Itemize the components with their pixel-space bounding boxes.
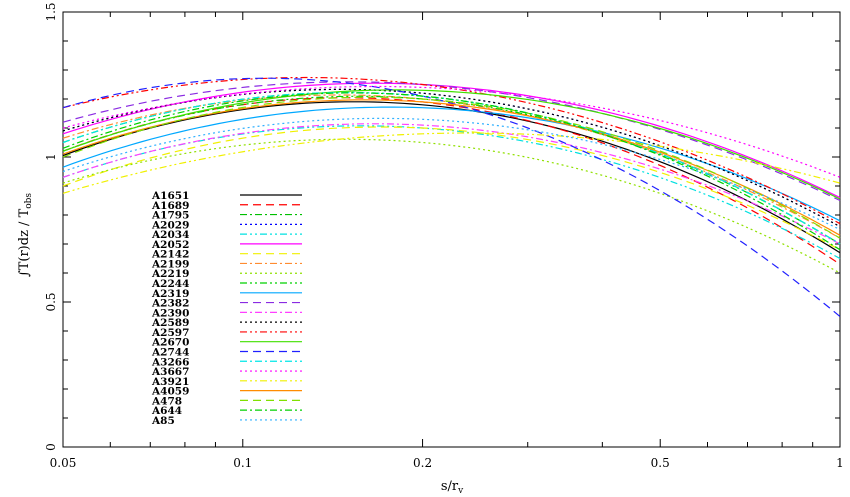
legend-label: A2597 bbox=[151, 327, 189, 339]
x-axis-label: s/rv bbox=[441, 479, 464, 496]
axis-ticks: 0 0.5 1 1.5 0.05 0.1 0.2 0.5 1 bbox=[44, 2, 844, 470]
series-line-a2142 bbox=[62, 126, 841, 251]
legend-label: A1651 bbox=[151, 190, 189, 202]
series-line-a2034 bbox=[62, 125, 841, 260]
x-axis-label-sub: v bbox=[457, 486, 464, 496]
series-line-a2382 bbox=[62, 81, 841, 202]
series-lines bbox=[62, 76, 841, 317]
series-line-a3667 bbox=[62, 85, 841, 178]
series-line-a2390 bbox=[62, 123, 841, 245]
legend-label: A3266 bbox=[151, 356, 189, 368]
legend-label: A3667 bbox=[151, 366, 189, 378]
legend-label: A1689 bbox=[151, 200, 189, 212]
y-tick-label: 1 bbox=[44, 153, 58, 161]
series-line-a478 bbox=[62, 96, 841, 239]
legend-label: A3921 bbox=[151, 376, 189, 388]
y-tick-label: 0 bbox=[44, 443, 58, 451]
legend-label: A85 bbox=[151, 415, 175, 427]
y-tick-label: 1.5 bbox=[44, 2, 58, 21]
x-tick-label: 1 bbox=[836, 456, 844, 470]
x-tick-label: 0.2 bbox=[413, 456, 432, 470]
series-line-a2744 bbox=[62, 77, 841, 317]
legend-label: A644 bbox=[151, 405, 182, 417]
legend-label: A478 bbox=[151, 395, 182, 407]
legend-label: A2589 bbox=[151, 317, 189, 329]
series-line-a2597 bbox=[62, 76, 841, 225]
legend-label: A2219 bbox=[151, 268, 189, 280]
legend-label: A2142 bbox=[151, 249, 189, 261]
legend-label: A2744 bbox=[151, 346, 189, 358]
legend-label: A2670 bbox=[151, 337, 189, 349]
legend-label: A2319 bbox=[151, 288, 189, 300]
y-axis-label: ∫T(r)dz / Tobs bbox=[17, 193, 34, 277]
legend-label: A2244 bbox=[151, 278, 189, 290]
x-tick-label: 0.5 bbox=[651, 456, 670, 470]
legend-label: A1795 bbox=[151, 210, 189, 222]
y-tick-label: 0.5 bbox=[44, 292, 58, 311]
series-line-a644 bbox=[62, 92, 841, 251]
legend-label: A4059 bbox=[151, 386, 189, 398]
series-line-a2589 bbox=[62, 88, 841, 228]
legend-label: A2199 bbox=[151, 258, 189, 270]
x-tick-label: 0.05 bbox=[50, 456, 77, 470]
series-line-a2219 bbox=[62, 138, 841, 274]
y-axis-label-sub: obs bbox=[24, 193, 34, 209]
legend-label: A2052 bbox=[151, 239, 189, 251]
series-line-a2670 bbox=[62, 89, 841, 200]
legend: A1651A1689A1795A2029A2034A2052A2142A2199… bbox=[151, 190, 302, 427]
series-line-a1651 bbox=[62, 101, 841, 254]
legend-label: A2382 bbox=[151, 298, 189, 310]
legend-label: A2029 bbox=[151, 219, 189, 231]
legend-label: A2034 bbox=[151, 229, 189, 241]
legend-label: A2390 bbox=[151, 307, 189, 319]
x-tick-label: 0.1 bbox=[233, 456, 252, 470]
